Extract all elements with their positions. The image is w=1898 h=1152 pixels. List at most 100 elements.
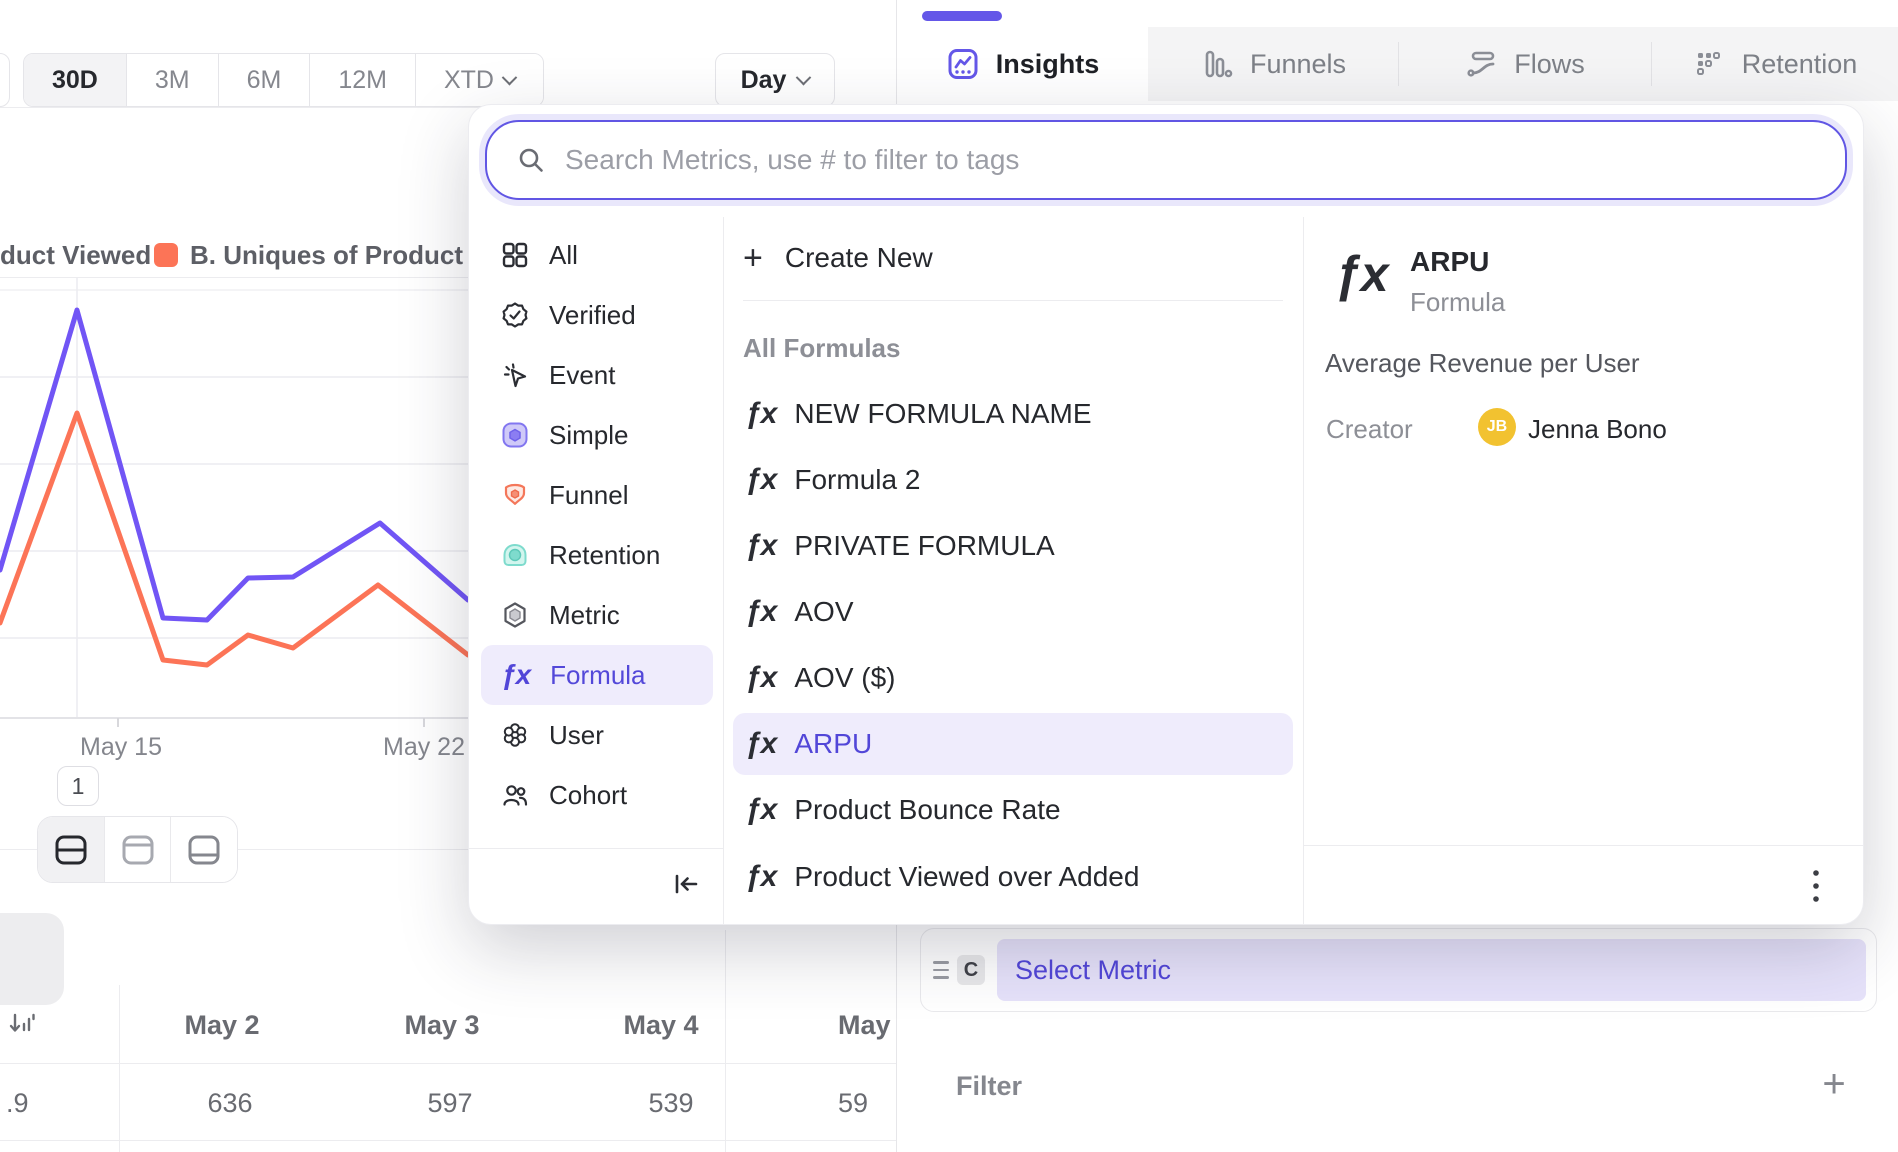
category-retention[interactable]: Retention — [481, 525, 713, 585]
picker-column-divider — [723, 217, 724, 924]
formula-item[interactable]: ƒx AOV — [733, 581, 1293, 643]
create-new-label: Create New — [784, 242, 933, 273]
table-cell-may2: 636 — [207, 1088, 253, 1118]
drag-handle-icon[interactable] — [933, 961, 949, 979]
legend-divider — [0, 277, 896, 278]
tab-separator — [1398, 42, 1399, 86]
retention-icon — [503, 543, 527, 566]
creator-name: Jenna Bono — [1528, 414, 1667, 444]
time-range-6m[interactable]: 6M — [217, 54, 310, 106]
category-simple[interactable]: Simple — [481, 405, 713, 465]
time-range-partial-button[interactable] — [0, 53, 10, 107]
formula-item[interactable]: ƒx Product Bounce Rate — [733, 779, 1293, 841]
time-range-xtd[interactable]: XTD — [414, 54, 543, 106]
formula-item[interactable]: ƒx Product Viewed over Added — [733, 846, 1293, 908]
legend-series-b[interactable]: B. Uniques of Product Add — [190, 240, 520, 270]
granularity-dropdown[interactable]: Day — [715, 53, 835, 107]
formula-item[interactable]: ƒx AOV ($) — [733, 647, 1293, 709]
layout-split-button[interactable] — [38, 817, 104, 882]
formula-name: Formula 2 — [794, 464, 921, 495]
table-corner-tab — [0, 913, 64, 1005]
grid-icon — [502, 242, 528, 268]
user-cluster-icon — [503, 723, 527, 747]
sort-icon[interactable] — [8, 1010, 36, 1043]
filter-section-label: Filter — [956, 1071, 1023, 1101]
x-tick-label-may22: May 22 — [383, 733, 465, 761]
layout-table-only-button[interactable] — [170, 817, 237, 882]
chart-page-1-button[interactable]: 1 — [57, 766, 99, 806]
collapse-sidebar-button[interactable] — [665, 864, 707, 904]
flows-wave-icon — [1467, 51, 1495, 77]
formula-item[interactable]: ƒx Formula 2 — [733, 449, 1293, 511]
category-label: Cohort — [549, 779, 628, 810]
table-column-divider — [119, 985, 120, 1152]
layout-header-icon — [122, 835, 153, 864]
table-header-may4: May 4 — [623, 1010, 699, 1040]
time-range-12m[interactable]: 12M — [309, 54, 415, 106]
detail-title: ARPU — [1410, 246, 1490, 277]
table-cell-may3: 597 — [427, 1088, 473, 1118]
tab-flows-label: Flows — [1514, 48, 1585, 79]
formula-name: AOV ($) — [794, 662, 896, 693]
time-range-group: 30D 3M 6M 12M XTD — [23, 53, 544, 107]
tab-retention-label: Retention — [1741, 48, 1858, 79]
category-label: Retention — [549, 539, 661, 570]
tab-retention[interactable]: Retention — [1651, 27, 1898, 101]
formula-item-selected[interactable]: ƒx ARPU — [733, 713, 1293, 775]
table-row-divider — [0, 1140, 896, 1141]
tab-flows[interactable]: Flows — [1398, 27, 1651, 101]
avatar: JB — [1478, 408, 1516, 446]
legend-swatch-b — [154, 243, 178, 267]
tab-funnels[interactable]: Funnels — [1148, 27, 1398, 101]
category-metric[interactable]: Metric — [481, 585, 713, 645]
category-funnel[interactable]: Funnel — [481, 465, 713, 525]
detail-fx-icon: ƒx — [1334, 246, 1389, 302]
time-range-30d[interactable]: 30D — [24, 54, 126, 106]
metric-search — [485, 120, 1847, 200]
granularity-label: Day — [740, 65, 787, 94]
category-cohort[interactable]: Cohort — [481, 765, 713, 825]
fx-icon: ƒx — [745, 529, 777, 562]
category-label: Metric — [549, 599, 620, 630]
time-range-3m[interactable]: 3M — [125, 54, 218, 106]
category-verified[interactable]: Verified — [481, 285, 713, 345]
layout-split-icon — [55, 835, 87, 864]
legend-series-a[interactable]: duct Viewed — [0, 240, 152, 270]
tab-separator — [1651, 42, 1652, 86]
search-input[interactable] — [565, 144, 1821, 176]
table-header-may3: May 3 — [404, 1010, 480, 1040]
tab-insights[interactable]: Insights — [897, 27, 1148, 101]
category-label: Event — [549, 359, 616, 390]
verified-badge-icon — [502, 302, 528, 328]
formula-name: ARPU — [794, 728, 873, 759]
metric-picker-dropdown: All Verified Event Simple — [469, 105, 1863, 924]
insights-chart-icon — [948, 49, 978, 79]
layout-chart-only-button[interactable] — [103, 817, 171, 882]
formula-item[interactable]: ƒx NEW FORMULA NAME — [733, 383, 1293, 445]
section-label: All Formulas — [743, 333, 901, 363]
add-filter-button[interactable]: + — [1812, 1062, 1856, 1106]
plus-icon: + — [743, 239, 763, 277]
create-new-button[interactable]: + Create New — [743, 228, 933, 288]
funnels-bars-icon — [1205, 50, 1233, 78]
category-formula[interactable]: ƒx Formula — [481, 645, 713, 705]
category-all[interactable]: All — [481, 225, 713, 285]
more-options-button[interactable] — [1800, 866, 1832, 906]
category-label: Formula — [550, 659, 646, 690]
category-label: User — [549, 719, 604, 750]
select-metric-button[interactable]: Select Metric — [997, 939, 1866, 1001]
category-user[interactable]: User — [481, 705, 713, 765]
layout-toggle-group — [37, 816, 238, 883]
formula-name: Product Viewed over Added — [794, 861, 1140, 892]
formula-name: AOV — [794, 596, 854, 627]
metric-clause-row: C Select Metric — [920, 928, 1877, 1012]
formula-item[interactable]: ƒx PRIVATE FORMULA — [733, 515, 1293, 577]
kebab-menu-icon — [1813, 870, 1819, 902]
category-event[interactable]: Event — [481, 345, 713, 405]
sidebar-footer-divider — [469, 848, 723, 849]
fx-icon: ƒx — [745, 727, 777, 760]
formula-name: PRIVATE FORMULA — [794, 530, 1055, 561]
table-cell-may-partial: 59 — [838, 1088, 869, 1118]
chevron-down-icon — [501, 69, 518, 85]
fx-icon: ƒx — [745, 661, 777, 694]
